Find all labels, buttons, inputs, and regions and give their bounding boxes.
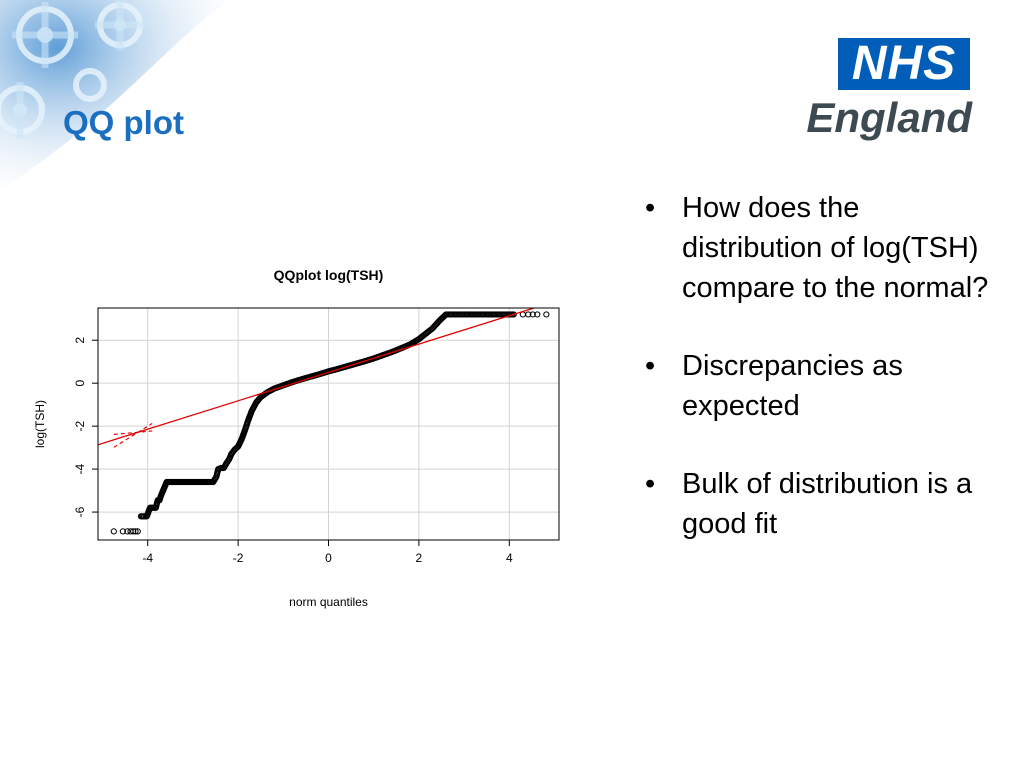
x-tick-label: -2 <box>233 551 244 565</box>
bullet-item: • How does the distribution of log(TSH) c… <box>645 188 1005 308</box>
data-point <box>130 528 137 535</box>
bullet-dot: • <box>645 192 656 224</box>
bullet-text: Discrepancies as expected <box>682 350 903 422</box>
gears-decoration <box>0 0 230 190</box>
data-point <box>543 311 550 318</box>
y-axis-label: log(TSH) <box>33 400 47 448</box>
bullet-item: • Bulk of distribution is a good fit <box>645 464 1005 544</box>
data-point <box>529 311 536 318</box>
x-tick-label: 4 <box>506 551 513 565</box>
bullet-list: • How does the distribution of log(TSH) c… <box>645 188 1005 582</box>
x-tick-label: 0 <box>325 551 332 565</box>
chart-title: QQplot log(TSH) <box>274 267 384 283</box>
nhs-logo-text: NHS <box>851 37 957 90</box>
qq-plot: QQplot log(TSH) -4 -2 0 2 4 -6 -4 -2 0 2 norm quant… <box>30 260 575 620</box>
bullet-text: How does the distribution of log(TSH) co… <box>682 192 989 304</box>
data-point <box>534 311 541 318</box>
y-tick-label: -2 <box>73 420 87 431</box>
data-points <box>110 311 550 535</box>
y-tick-label: 2 <box>73 337 87 344</box>
bullet-dot: • <box>645 350 656 382</box>
bullet-dot: • <box>645 468 656 500</box>
data-point <box>132 528 139 535</box>
nhs-logo-box <box>838 38 970 90</box>
bullet-text: Bulk of distribution is a good fit <box>682 468 973 540</box>
data-point <box>110 528 117 535</box>
england-logo-text: England <box>806 94 972 141</box>
x-tick-label: 2 <box>416 551 423 565</box>
data-point <box>134 528 141 535</box>
confidence-band-line <box>113 422 153 448</box>
x-axis-label: norm quantiles <box>289 595 368 609</box>
bullet-item: • Discrepancies as expected <box>645 346 1005 426</box>
y-tick-label: 0 <box>73 380 87 387</box>
data-point <box>510 311 517 318</box>
qq-plot-svg: QQplot log(TSH) -4 -2 0 2 4 -6 -4 -2 0 2 norm quant… <box>33 267 560 609</box>
data-point <box>525 311 532 318</box>
data-point <box>119 528 126 535</box>
y-tick-label: -6 <box>73 506 87 517</box>
y-tick-label: -4 <box>73 463 87 474</box>
reference-line <box>98 308 537 446</box>
slide-title: QQ plot <box>63 104 184 141</box>
x-tick-label: -4 <box>142 551 153 565</box>
data-point <box>124 528 131 535</box>
